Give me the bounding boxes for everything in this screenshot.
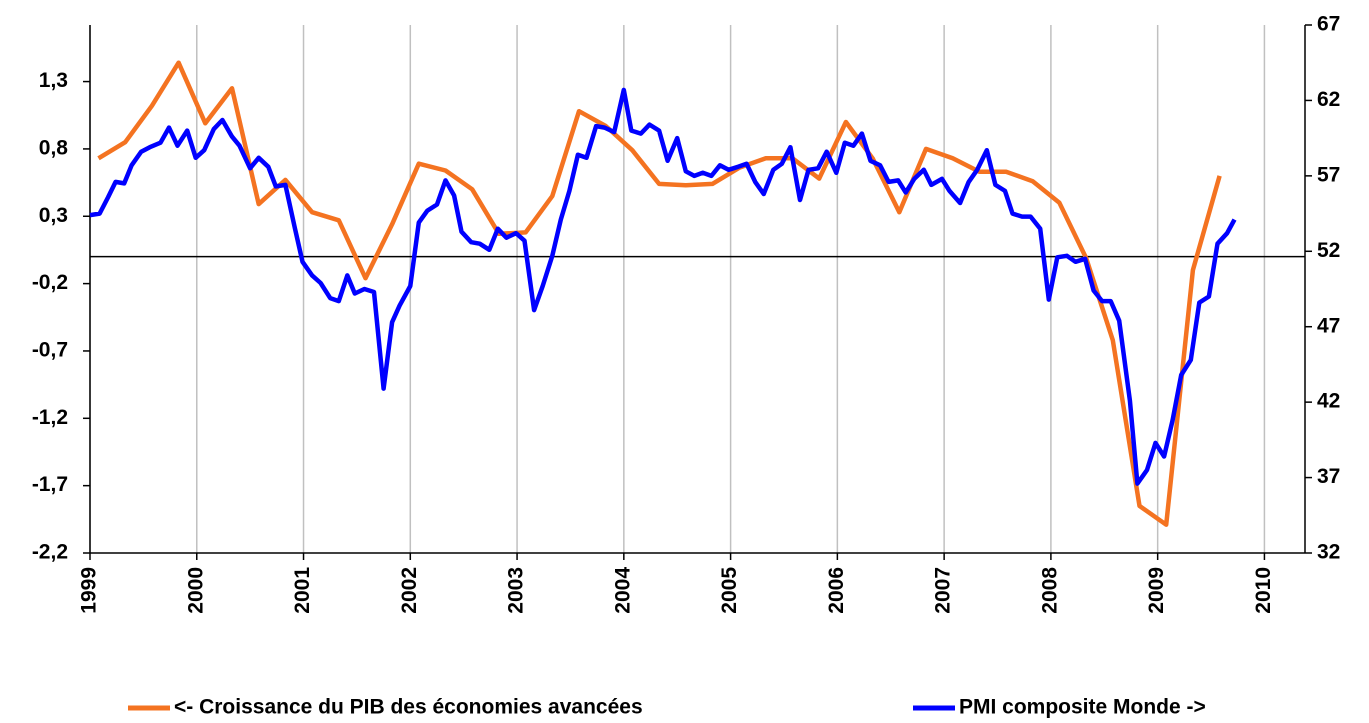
y2-tick-label: 32 <box>1317 541 1340 564</box>
x-tick-label: 2004 <box>611 567 634 614</box>
series-line <box>89 87 1237 486</box>
y-tick-label: -2,2 <box>32 541 68 564</box>
x-tick-label: 1999 <box>78 567 101 614</box>
x-tick-label: 2006 <box>825 567 848 614</box>
x-tick-label: 2010 <box>1252 567 1275 614</box>
y-tick-label: -1,7 <box>32 473 68 496</box>
legend-label: <- Croissance du PIB des économies avanc… <box>174 696 643 719</box>
y2-tick-label: 47 <box>1317 314 1340 337</box>
x-tick-label: 2007 <box>932 567 955 614</box>
x-tick-label: 2002 <box>398 567 421 614</box>
y-tick-label: -0,7 <box>32 339 68 362</box>
y2-tick-label: 57 <box>1317 163 1340 186</box>
y-tick-label: -0,2 <box>32 271 68 294</box>
y-tick-label: 0,8 <box>39 136 69 159</box>
y2-tick-label: 67 <box>1317 13 1340 36</box>
x-tick-label: 2005 <box>718 567 741 614</box>
series-line <box>97 60 1222 527</box>
y2-tick-label: 42 <box>1317 390 1340 413</box>
y2-tick-label: 37 <box>1317 465 1340 488</box>
x-tick-label: 2001 <box>291 567 314 614</box>
legend-label: PMI composite Monde -> <box>959 696 1206 719</box>
y-tick-label: -1,2 <box>32 406 68 429</box>
y-tick-label: 0,3 <box>39 204 68 227</box>
x-tick-label: 2009 <box>1145 567 1168 614</box>
y-tick-label: 1,3 <box>39 69 68 92</box>
x-tick-label: 2008 <box>1038 567 1061 614</box>
x-tick-label: 2000 <box>184 567 207 614</box>
y2-tick-label: 62 <box>1317 88 1340 111</box>
x-tick-label: 2003 <box>505 567 528 614</box>
y2-tick-label: 52 <box>1317 239 1340 262</box>
